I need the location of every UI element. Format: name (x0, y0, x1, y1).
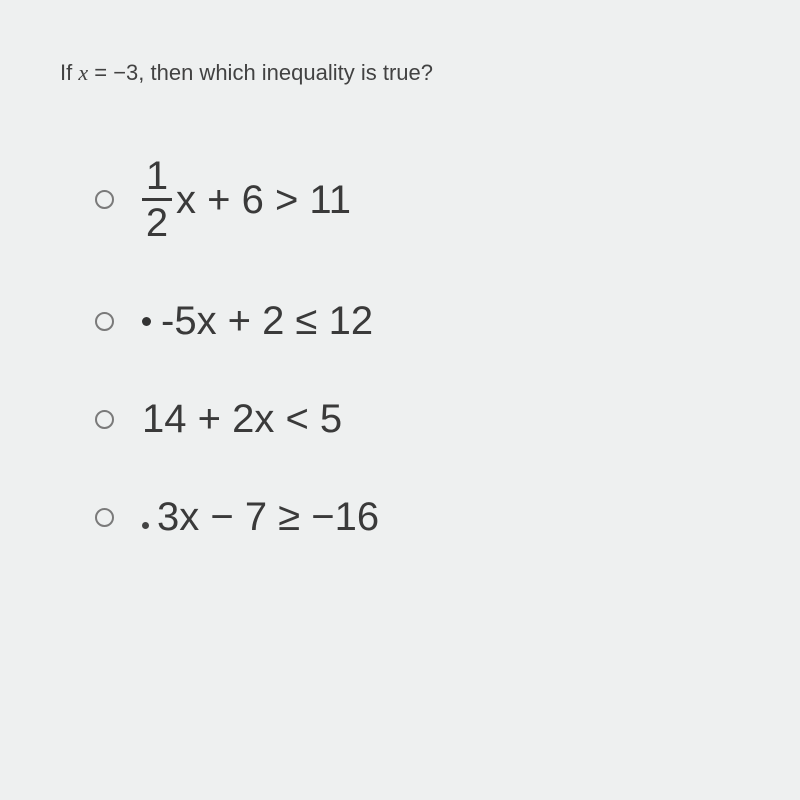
option-2-text: -5x + 2 ≤ 12 (161, 301, 373, 341)
bullet-dot (142, 317, 151, 326)
question-container: If x = −3, then which inequality is true… (0, 0, 800, 567)
options-group: 1 2 x + 6 > 11 -5x + 2 ≤ 12 14 + 2x < 5 (60, 156, 750, 537)
option-row-2[interactable]: -5x + 2 ≤ 12 (95, 301, 750, 341)
question-suffix: , then which inequality is true? (138, 60, 433, 85)
question-value: −3 (113, 60, 138, 85)
option-3-content: 14 + 2x < 5 (142, 399, 342, 439)
question-equals: = (88, 60, 113, 85)
fraction: 1 2 (142, 156, 172, 243)
question-prompt: If x = −3, then which inequality is true… (60, 60, 750, 86)
option-row-1[interactable]: 1 2 x + 6 > 11 (95, 156, 750, 243)
bullet-dot (142, 522, 149, 529)
question-variable: x (78, 60, 88, 85)
option-4-text: 3x − 7 ≥ −16 (157, 497, 379, 537)
option-3-text: 14 + 2x < 5 (142, 399, 342, 439)
fraction-numerator: 1 (146, 156, 168, 198)
radio-icon[interactable] (95, 190, 114, 209)
question-prefix: If (60, 60, 78, 85)
radio-icon[interactable] (95, 410, 114, 429)
fraction-denominator: 2 (146, 201, 168, 243)
option-row-4[interactable]: 3x − 7 ≥ −16 (95, 497, 750, 537)
option-1-rest: x + 6 > 11 (176, 180, 351, 220)
option-4-content: 3x − 7 ≥ −16 (142, 497, 379, 537)
option-row-3[interactable]: 14 + 2x < 5 (95, 399, 750, 439)
radio-icon[interactable] (95, 508, 114, 527)
radio-icon[interactable] (95, 312, 114, 331)
option-2-content: -5x + 2 ≤ 12 (142, 301, 373, 341)
option-1-content: 1 2 x + 6 > 11 (142, 156, 351, 243)
